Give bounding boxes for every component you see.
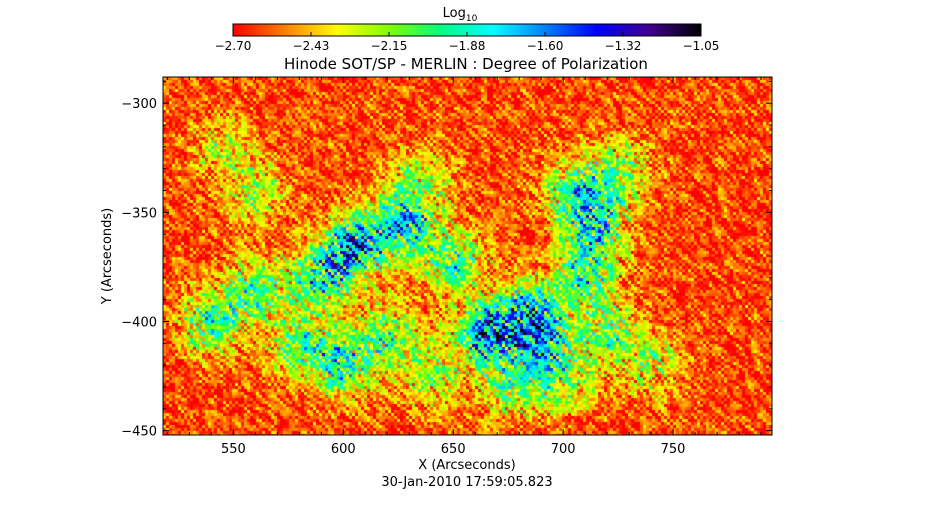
y-tick-label: −350 bbox=[121, 206, 157, 221]
colorbar-tick-label: −1.60 bbox=[527, 39, 564, 53]
plot-area: 550 600 650 700 750 −300 −350 −400 −450 bbox=[121, 76, 773, 457]
colorbar-label: Log10 bbox=[443, 6, 478, 24]
colorbar-ticks: −2.70 −2.43 −2.15 −1.88 −1.60 −1.32 −1.05 bbox=[215, 32, 720, 53]
colorbar: Log10 −2.70 −2.43 −2.15 −1.88 −1.60 −1.32 −1.0… bbox=[215, 6, 720, 53]
heatmap-image bbox=[163, 77, 772, 435]
colorbar-tick-label: −2.15 bbox=[371, 39, 408, 53]
colorbar-tick-label: −1.05 bbox=[683, 39, 720, 53]
y-tick-label: −300 bbox=[121, 97, 157, 112]
x-tick-label: 750 bbox=[661, 442, 686, 457]
colorbar-tick-label: −1.32 bbox=[605, 39, 642, 53]
x-tick-label: 550 bbox=[221, 442, 246, 457]
colorbar-tick-label: −1.88 bbox=[449, 39, 486, 53]
timestamp: 30-Jan-2010 17:59:05.823 bbox=[381, 475, 552, 490]
y-axis-label: Y (Arcseconds) bbox=[100, 208, 115, 305]
y-tick-label: −400 bbox=[121, 315, 157, 330]
y-tick-label: −450 bbox=[121, 425, 157, 440]
colorbar-tick-label: −2.70 bbox=[215, 39, 252, 53]
x-axis-label: X (Arcseconds) bbox=[418, 458, 515, 473]
x-tick-label: 600 bbox=[331, 442, 356, 457]
y-axis: −300 −350 −400 −450 bbox=[121, 80, 772, 440]
colorbar-tick-label: −2.43 bbox=[293, 39, 330, 53]
x-tick-label: 700 bbox=[551, 442, 576, 457]
x-tick-label: 650 bbox=[441, 442, 466, 457]
chart-title: Hinode SOT/SP - MERLIN : Degree of Polar… bbox=[284, 55, 648, 73]
x-axis: 550 600 650 700 750 bbox=[166, 77, 762, 457]
